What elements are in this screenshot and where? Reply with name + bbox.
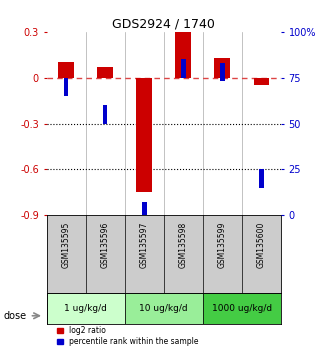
- Text: GSM135595: GSM135595: [62, 222, 71, 268]
- Bar: [175, 32, 191, 78]
- Text: 1000 ug/kg/d: 1000 ug/kg/d: [212, 304, 272, 313]
- Title: GDS2924 / 1740: GDS2924 / 1740: [112, 18, 215, 31]
- Bar: [47, 292, 125, 324]
- Text: 10 ug/kg/d: 10 ug/kg/d: [139, 304, 188, 313]
- Bar: [220, 63, 225, 81]
- Bar: [254, 78, 269, 85]
- Text: GSM135596: GSM135596: [100, 222, 110, 268]
- Text: GSM135599: GSM135599: [218, 222, 227, 268]
- Legend: log2 ratio, percentile rank within the sample: log2 ratio, percentile rank within the s…: [57, 326, 198, 346]
- Bar: [125, 292, 203, 324]
- Bar: [142, 202, 146, 221]
- Text: GSM135598: GSM135598: [179, 222, 188, 268]
- Bar: [181, 59, 186, 78]
- Bar: [214, 58, 230, 78]
- Text: dose: dose: [3, 311, 26, 321]
- Text: GSM135600: GSM135600: [257, 222, 266, 268]
- Bar: [259, 170, 264, 188]
- Bar: [58, 62, 74, 78]
- Bar: [97, 67, 113, 78]
- Bar: [103, 105, 108, 124]
- Text: GSM135597: GSM135597: [140, 222, 149, 268]
- Bar: [64, 78, 68, 96]
- Text: 1 ug/kg/d: 1 ug/kg/d: [64, 304, 107, 313]
- Bar: [203, 292, 281, 324]
- Bar: [136, 78, 152, 192]
